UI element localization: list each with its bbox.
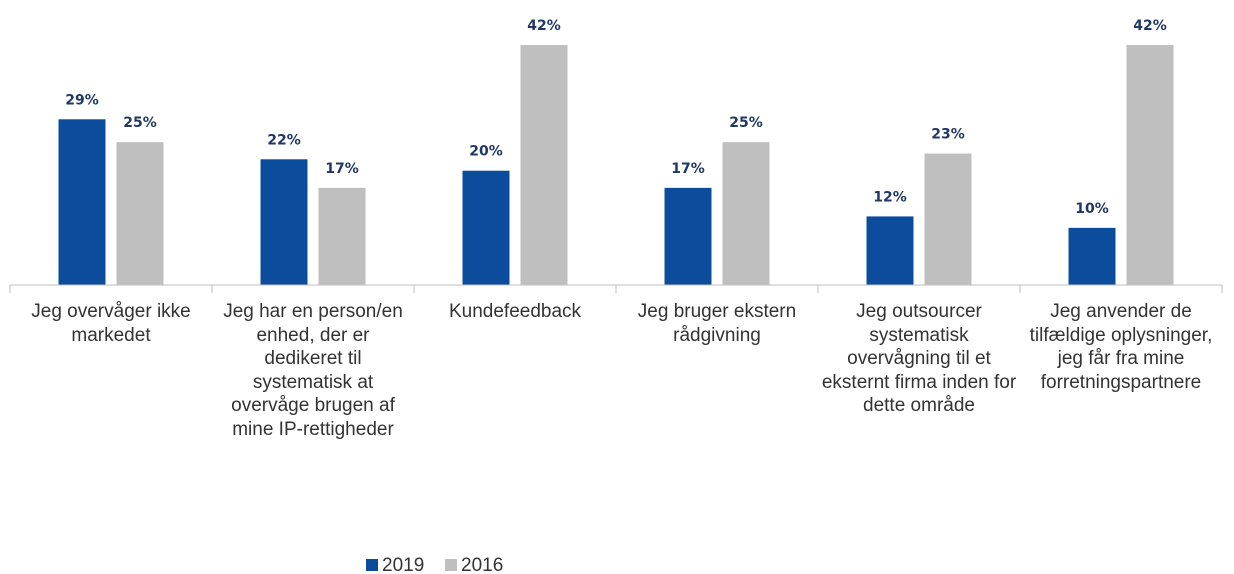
bar	[664, 187, 712, 285]
x-tick-label: Kundefeedback	[448, 301, 582, 322]
data-label: 25%	[123, 115, 157, 131]
data-label: 10%	[1075, 201, 1109, 217]
bar	[520, 45, 568, 285]
legend-swatch	[445, 559, 457, 571]
x-tick-label: Jeg anvender de tilfældige oplysninger, …	[1029, 301, 1213, 393]
data-label: 20%	[469, 144, 503, 160]
data-label: 25%	[729, 115, 763, 131]
x-tick-label: Jeg bruger ekstern rådgivning	[637, 301, 797, 346]
data-label: 22%	[267, 132, 301, 148]
bar	[260, 159, 308, 285]
x-tick-label: Jeg outsourcer systematisk overvågning t…	[821, 301, 1017, 416]
legend-label: 2019	[382, 555, 424, 574]
data-label: 17%	[671, 161, 705, 177]
bar	[1068, 227, 1116, 285]
legend-swatch	[366, 559, 378, 571]
x-tick-label: Jeg overvåger ikke markedet	[31, 301, 191, 346]
bar	[58, 119, 106, 286]
bar	[924, 153, 972, 285]
bar	[318, 187, 366, 285]
data-label: 42%	[1133, 18, 1167, 34]
bar	[462, 170, 510, 285]
bar	[866, 216, 914, 285]
data-label: 42%	[527, 18, 561, 34]
data-label: 29%	[65, 92, 99, 108]
data-label: 12%	[873, 189, 907, 205]
data-label: 17%	[325, 161, 359, 177]
data-label: 23%	[931, 127, 965, 143]
x-tick-label: Jeg har en person/en enhed, der er dedik…	[223, 301, 403, 440]
legend-label: 2016	[461, 555, 503, 574]
bar	[1126, 45, 1174, 285]
bar	[722, 142, 770, 285]
bar	[116, 142, 164, 285]
